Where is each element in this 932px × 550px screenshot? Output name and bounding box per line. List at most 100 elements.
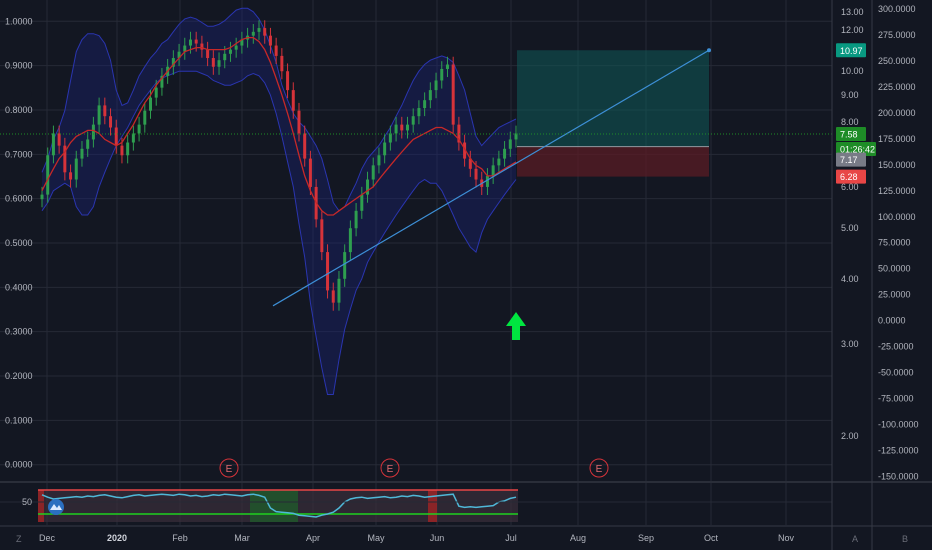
price-axis-tick-label: 10.00 bbox=[841, 66, 864, 76]
right-axis-tick-label: -50.0000 bbox=[878, 368, 914, 378]
earnings-marker-label: E bbox=[596, 464, 603, 475]
candle-body bbox=[274, 45, 278, 56]
candle-body bbox=[69, 172, 73, 180]
candle-body bbox=[411, 116, 415, 125]
candle-body bbox=[200, 43, 204, 50]
candle-body bbox=[320, 219, 324, 253]
right-axis-tick-label: 75.0000 bbox=[878, 238, 911, 248]
candle-body bbox=[297, 110, 301, 134]
countdown-badge bbox=[836, 141, 876, 156]
time-axis-tick-label: Aug bbox=[570, 533, 586, 543]
candle-body bbox=[503, 148, 507, 159]
candle-body bbox=[331, 290, 335, 303]
price-axis-tick-label: 9.00 bbox=[841, 90, 859, 100]
candle-body bbox=[63, 145, 67, 173]
candle-body bbox=[183, 45, 187, 52]
candle-body bbox=[40, 194, 44, 200]
right-axis-tick-label: 225.0000 bbox=[878, 82, 916, 92]
candle-body bbox=[291, 90, 295, 111]
left-axis-tick-label: 0.2000 bbox=[5, 371, 33, 381]
candle-body bbox=[80, 148, 84, 159]
candle-body bbox=[303, 133, 307, 159]
candle-body bbox=[366, 179, 370, 195]
price-axis-tick-label: 12.00 bbox=[841, 25, 864, 35]
auto-scale-button[interactable]: A bbox=[852, 534, 859, 544]
candle-body bbox=[103, 105, 107, 117]
right-axis-tick-label: 25.0000 bbox=[878, 290, 911, 300]
oscillator-line bbox=[41, 493, 517, 518]
time-axis-tick-label: Feb bbox=[172, 533, 188, 543]
candle-body bbox=[143, 110, 147, 125]
candle-body bbox=[343, 252, 347, 279]
earnings-marker bbox=[589, 458, 609, 478]
candle-body bbox=[57, 133, 61, 146]
candle-body bbox=[326, 252, 330, 291]
candle-body bbox=[463, 142, 467, 159]
time-axis-tick-label: Sep bbox=[638, 533, 654, 543]
candle-body bbox=[423, 100, 427, 109]
candle-body bbox=[377, 155, 381, 166]
indicator-logo-mark bbox=[50, 504, 62, 510]
candle-body bbox=[514, 133, 518, 140]
price-badges: 10.97 7.58 01:26:427.17 6.28 bbox=[836, 43, 876, 184]
price-axis-tick-label: 3.00 bbox=[841, 339, 859, 349]
price-axis-tick-label: 5.00 bbox=[841, 223, 859, 233]
left-axis-tick-label: 0.0000 bbox=[5, 460, 33, 470]
right-axis-tick-label: 150.0000 bbox=[878, 160, 916, 170]
candle-body bbox=[457, 124, 461, 143]
indicator-lines bbox=[0, 36, 832, 340]
loss-zone bbox=[517, 146, 709, 177]
time-axis-tick-label: Jun bbox=[430, 533, 445, 543]
trend-line-end bbox=[707, 48, 711, 53]
right-axis-tick-label: 200.0000 bbox=[878, 108, 916, 118]
left-axis-tick-label: 1.0000 bbox=[5, 16, 33, 26]
position-zones bbox=[517, 50, 709, 177]
candle-body bbox=[308, 158, 312, 187]
zoom-button[interactable]: Z bbox=[16, 534, 22, 544]
price-axis-tick-label: 2.00 bbox=[841, 431, 859, 441]
candle-body bbox=[109, 116, 113, 128]
candlesticks bbox=[40, 20, 518, 311]
candle-body bbox=[206, 49, 210, 59]
oscillator-overbought-zone bbox=[428, 490, 437, 522]
left-axis-tick-label: 0.3000 bbox=[5, 327, 33, 337]
scale-toggle-button[interactable]: B bbox=[902, 534, 909, 544]
candle-body bbox=[451, 64, 455, 125]
right-axis-tick-label: 175.0000 bbox=[878, 134, 916, 144]
profit-zone bbox=[517, 50, 709, 147]
candle-body bbox=[154, 87, 158, 98]
oscillator-tick-label: 50 bbox=[22, 497, 32, 507]
candle-body bbox=[440, 68, 444, 81]
time-axis-tick-label: Dec bbox=[39, 533, 56, 543]
candle-body bbox=[97, 105, 101, 125]
candle-body bbox=[497, 158, 501, 166]
candle-body bbox=[286, 71, 290, 91]
candle-body bbox=[371, 165, 375, 180]
countdown-badge-label: 01:26:42 bbox=[840, 144, 875, 154]
candle-body bbox=[51, 133, 55, 156]
candle-body bbox=[268, 35, 272, 46]
candle-body bbox=[46, 155, 50, 195]
trend-line bbox=[272, 49, 710, 307]
target-badge-label: 10.97 bbox=[840, 46, 863, 56]
right-axis-tick-label: 275.0000 bbox=[878, 30, 916, 40]
candle-body bbox=[400, 124, 404, 131]
right-axis-tick-label: 250.0000 bbox=[878, 56, 916, 66]
right-axis-tick-label: 100.0000 bbox=[878, 212, 916, 222]
candle-body bbox=[137, 124, 141, 134]
right-axis-tick-label: -100.0000 bbox=[878, 420, 919, 430]
candle-body bbox=[508, 139, 512, 149]
right-axis-tick-label: -75.0000 bbox=[878, 394, 914, 404]
lower-band-line bbox=[41, 70, 517, 395]
candle-body bbox=[354, 210, 358, 229]
upper-band-line bbox=[41, 7, 517, 212]
candle-body bbox=[434, 80, 438, 91]
candle-body bbox=[485, 175, 489, 187]
earnings-marker-label: E bbox=[226, 464, 233, 475]
right-axis-tick-label: 125.0000 bbox=[878, 186, 916, 196]
candle-body bbox=[217, 60, 221, 67]
candle-body bbox=[428, 90, 432, 101]
moving-average-line bbox=[41, 36, 517, 216]
